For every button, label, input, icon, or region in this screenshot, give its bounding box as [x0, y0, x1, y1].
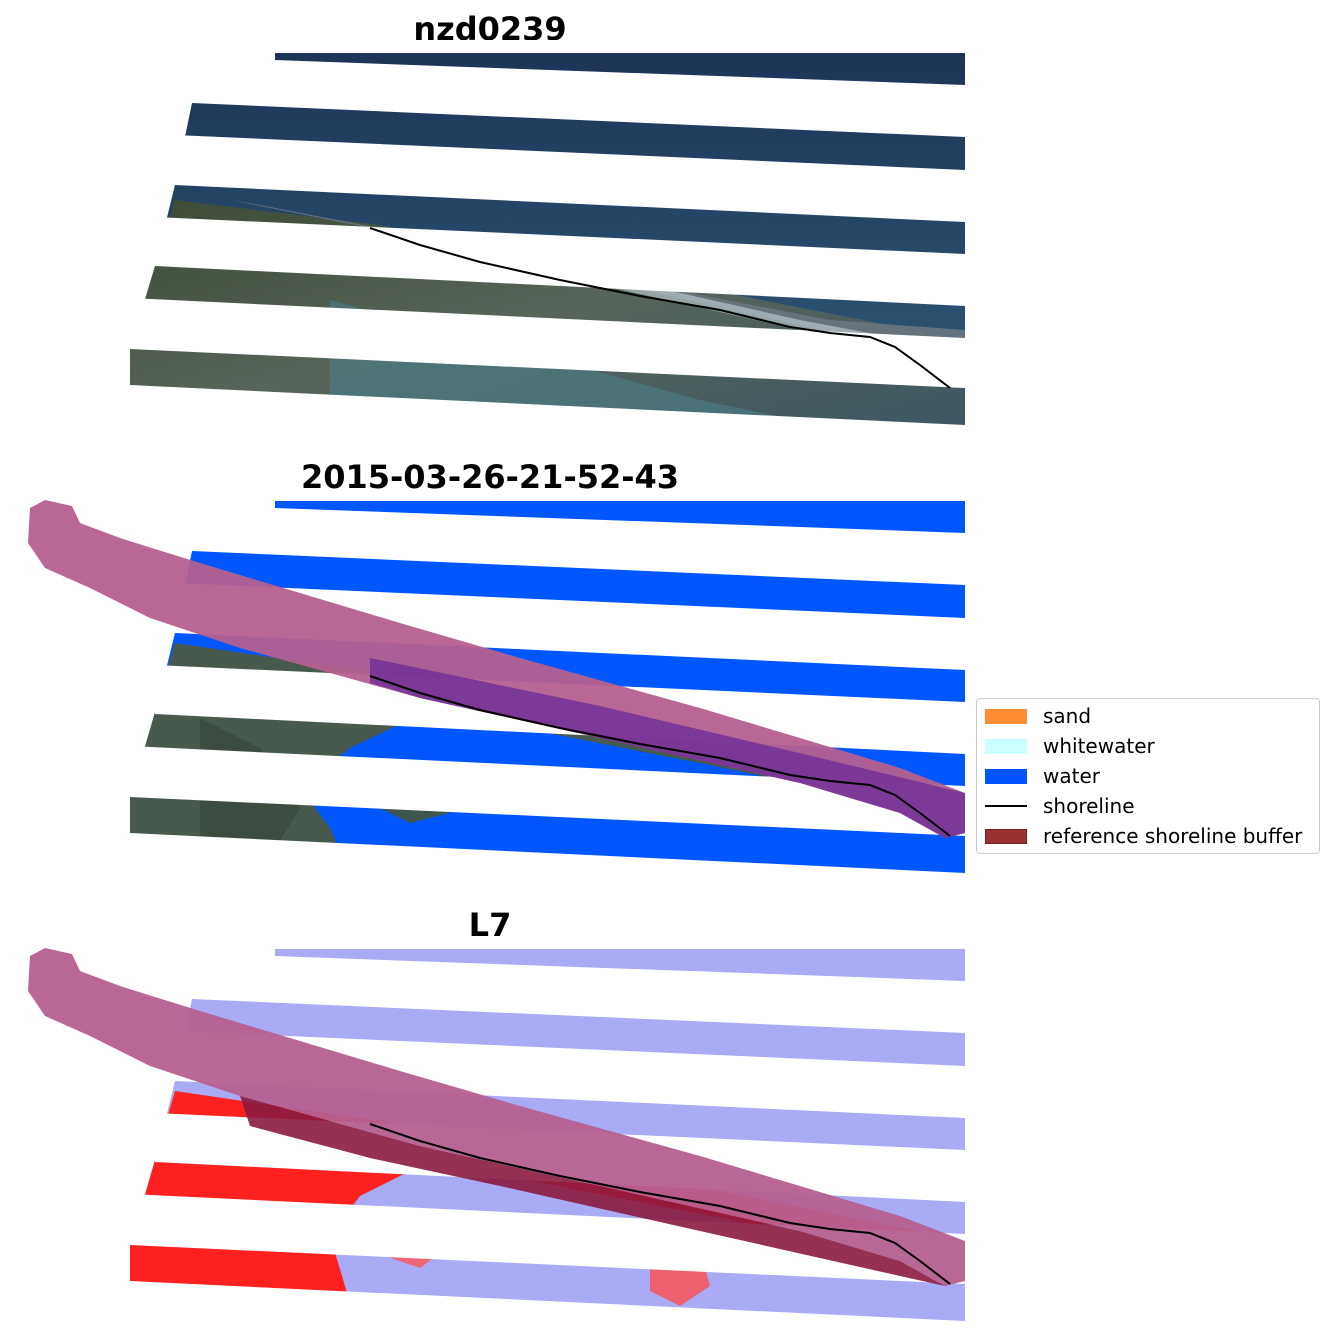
legend-item-sand: sand	[977, 701, 1319, 731]
rgb-image-panel	[130, 40, 965, 425]
panel-title-l7: L7	[468, 906, 512, 944]
legend-item-shoreline: shoreline	[977, 791, 1319, 821]
classified-image-panel	[28, 500, 965, 873]
legend-label: whitewater	[1043, 734, 1155, 758]
sand-swatch	[985, 709, 1027, 724]
shoreline-line	[369, 1123, 951, 1285]
panel-title-classified: 2015-03-26-21-52-43	[300, 458, 680, 496]
reference-shoreline-buffer	[28, 948, 965, 1286]
buffer-swatch	[985, 829, 1027, 844]
water-swatch	[985, 769, 1027, 784]
shoreline-line	[369, 227, 951, 389]
legend-item-whitewater: whitewater	[977, 731, 1319, 761]
legend-label: shoreline	[1043, 794, 1135, 818]
shoreline-line	[369, 675, 951, 837]
legend-label: reference shoreline buffer	[1043, 824, 1303, 848]
legend-item-reference-buffer: reference shoreline buffer	[977, 821, 1319, 851]
index-image-panel	[28, 948, 965, 1321]
whitewater-swatch	[985, 739, 1027, 754]
legend-label: water	[1043, 764, 1100, 788]
legend-label: sand	[1043, 704, 1092, 728]
buffer-overlap-land	[240, 1096, 945, 1286]
shoreline-swatch	[985, 805, 1027, 807]
legend-item-water: water	[977, 761, 1319, 791]
slc-gap-stripes	[130, 40, 965, 425]
legend: sand whitewater water shoreline referenc…	[976, 698, 1320, 854]
